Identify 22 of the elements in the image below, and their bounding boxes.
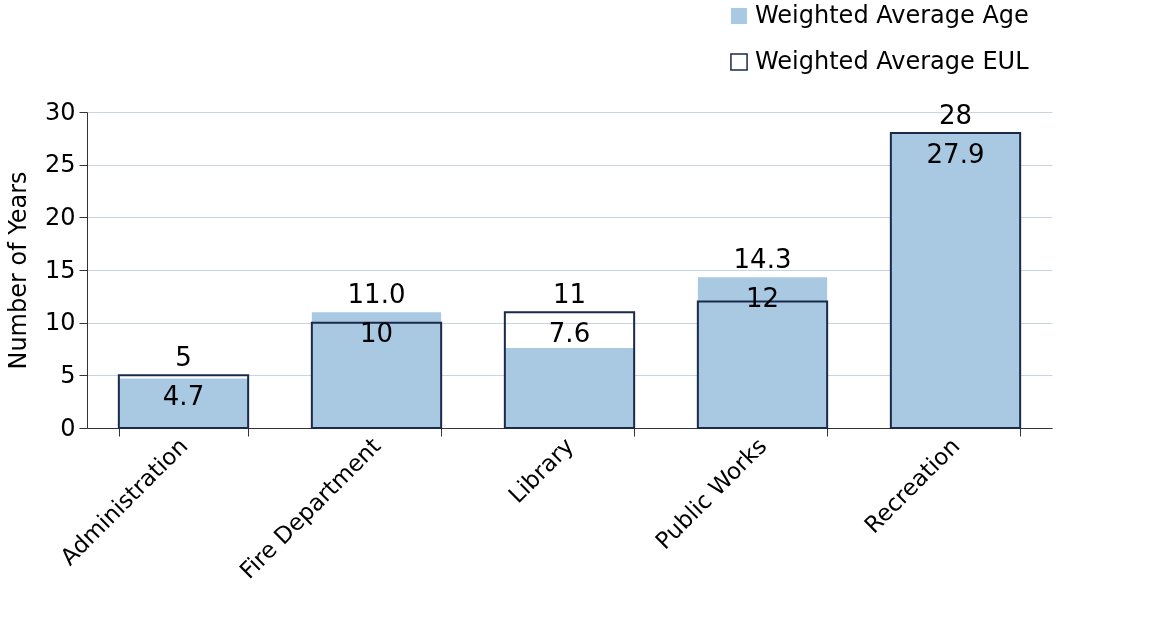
y-tick-label: 5	[60, 360, 76, 389]
data-label: 5	[175, 342, 192, 373]
y-tick-label: 30	[44, 97, 76, 126]
y-tick-label: 25	[44, 150, 76, 179]
y-tick-label: 10	[44, 308, 76, 337]
data-label: 10	[359, 318, 394, 349]
bar	[504, 347, 635, 428]
data-label: 11.0	[347, 279, 406, 310]
y-tick-label: 20	[44, 202, 76, 231]
legend-label: Weighted Average EUL	[755, 47, 1030, 75]
y-axis-title: Number of Years	[3, 171, 32, 370]
data-label: 11	[552, 279, 587, 310]
data-label: 28	[938, 100, 973, 131]
data-label: 14.3	[733, 244, 792, 275]
bar	[697, 277, 828, 428]
legend-label: Weighted Average Age	[755, 1, 1029, 29]
y-tick-label: 0	[60, 413, 76, 442]
data-label: 27.9	[926, 139, 985, 170]
bar	[503, 311, 636, 429]
data-label: 7.6	[548, 318, 591, 349]
data-label: 4.7	[162, 381, 205, 412]
y-tick-label: 15	[44, 255, 76, 284]
